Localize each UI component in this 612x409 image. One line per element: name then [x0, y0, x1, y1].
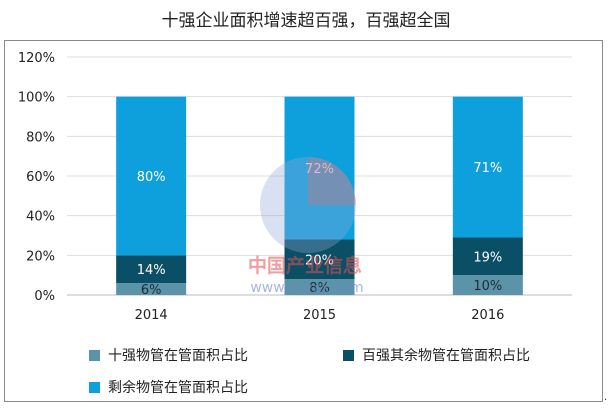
bar-segment — [116, 96, 187, 256]
data-label: 10% — [473, 279, 502, 294]
y-tick-label: 100% — [18, 91, 55, 106]
legend-label-top10: 十强物管在管面积占比 — [108, 348, 248, 364]
data-label: 8% — [309, 281, 330, 296]
data-label: 19% — [473, 250, 502, 265]
x-tick-label: 2014 — [135, 308, 168, 323]
y-tick-label: 80% — [26, 130, 55, 145]
legend-item-remaining: 剩余物管在管面积占比 — [89, 377, 248, 397]
y-tick-label: 40% — [26, 210, 55, 225]
bar-segment — [452, 96, 523, 238]
x-tick-label: 2016 — [471, 308, 504, 323]
legend-item-top100-rest: 百强其余物管在管面积占比 — [343, 345, 530, 365]
legend-item-top10: 十强物管在管面积占比 — [89, 345, 248, 365]
data-label: 20% — [305, 253, 334, 268]
data-label: 80% — [137, 170, 166, 185]
bar-segment — [284, 96, 355, 240]
bar-segment — [452, 275, 523, 295]
bar-segment — [116, 255, 187, 284]
y-tick-label: 60% — [26, 170, 55, 185]
bar-segment — [284, 239, 355, 280]
bar-segment — [284, 279, 355, 295]
bar-segment — [452, 237, 523, 276]
y-tick-label: 120% — [18, 51, 55, 66]
chart-title: 十强企业面积增速超百强，百强超全国 — [161, 11, 451, 31]
chart-frame: 0% 20% 40% 60% 80% 100% 120% 6% 14% 80% 2014 8% 20% 7… — [4, 40, 603, 402]
stray-mark: . — [604, 392, 608, 403]
legend-label-top100-rest: 百强其余物管在管面积占比 — [362, 348, 530, 364]
data-label: 72% — [305, 162, 334, 177]
data-label: 71% — [473, 161, 502, 176]
data-label: 14% — [137, 263, 166, 278]
legend-swatch-remaining — [89, 381, 100, 393]
legend-swatch-top10 — [89, 349, 100, 361]
legend-swatch-top100-rest — [343, 349, 354, 361]
y-tick-label: 0% — [34, 289, 55, 304]
legend-label-remaining: 剩余物管在管面积占比 — [108, 380, 248, 396]
x-tick-label: 2015 — [303, 308, 336, 323]
y-tick-label: 20% — [26, 249, 55, 264]
stacked-bar-chart: 0% 20% 40% 60% 80% 100% 120% 6% 14% 80% 2014 8% 20% 7… — [18, 51, 572, 323]
data-label: 6% — [141, 283, 162, 298]
bar-segment — [116, 283, 187, 295]
